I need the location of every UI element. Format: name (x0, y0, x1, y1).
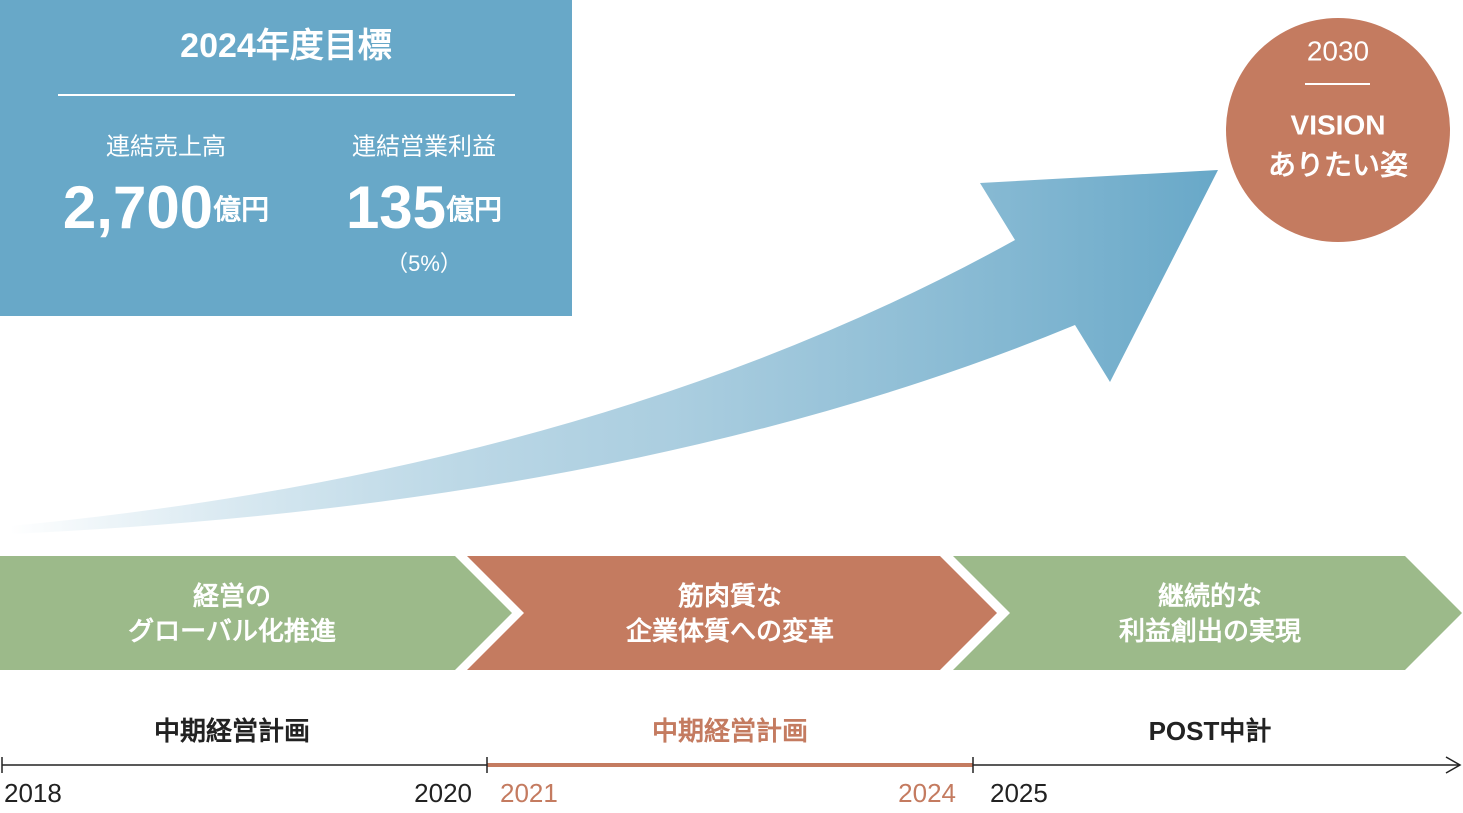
phase-text: 利益創出の実現 (1119, 616, 1301, 646)
item-note: （5%） (386, 251, 462, 276)
plan-label: 中期経営計画 (154, 716, 310, 746)
growth-arrow (10, 170, 1218, 534)
item-value: 2,700億円 (63, 174, 269, 241)
year-label: 2020 (414, 778, 472, 808)
year-label: 2021 (500, 778, 558, 808)
year-label: 2018 (4, 778, 62, 808)
phase-chevron (0, 556, 512, 670)
vision-year: 2030 (1307, 35, 1369, 66)
item-label: 連結営業利益 (352, 133, 496, 160)
plan-label: 中期経営計画 (652, 716, 808, 746)
phase-text: 継続的な (1158, 581, 1262, 611)
vision-subtitle: ありたい姿 (1268, 148, 1408, 180)
value: 135 (346, 174, 446, 241)
vision-circle (1226, 18, 1450, 242)
item-label: 連結売上高 (106, 133, 226, 160)
phase-chevron (467, 556, 997, 670)
item-value: 135億円 (346, 174, 502, 241)
phase-text: 企業体質への変革 (626, 616, 834, 646)
target-title: 2024年度目標 (180, 27, 392, 65)
unit: 億円 (213, 194, 269, 225)
target-box (0, 0, 572, 316)
plan-label: POST中計 (1149, 716, 1272, 746)
value: 2,700 (63, 174, 213, 241)
timeline-arrowhead (1445, 756, 1462, 774)
phase-text: グローバル化推進 (128, 616, 336, 646)
phase-chevron (953, 556, 1462, 670)
phase-text: 経営の (193, 581, 271, 611)
year-label: 2025 (990, 778, 1048, 808)
vision-title: VISION (1291, 109, 1386, 140)
unit: 億円 (446, 194, 502, 225)
year-label: 2024 (898, 778, 956, 808)
phase-text: 筋肉質な (678, 581, 782, 611)
